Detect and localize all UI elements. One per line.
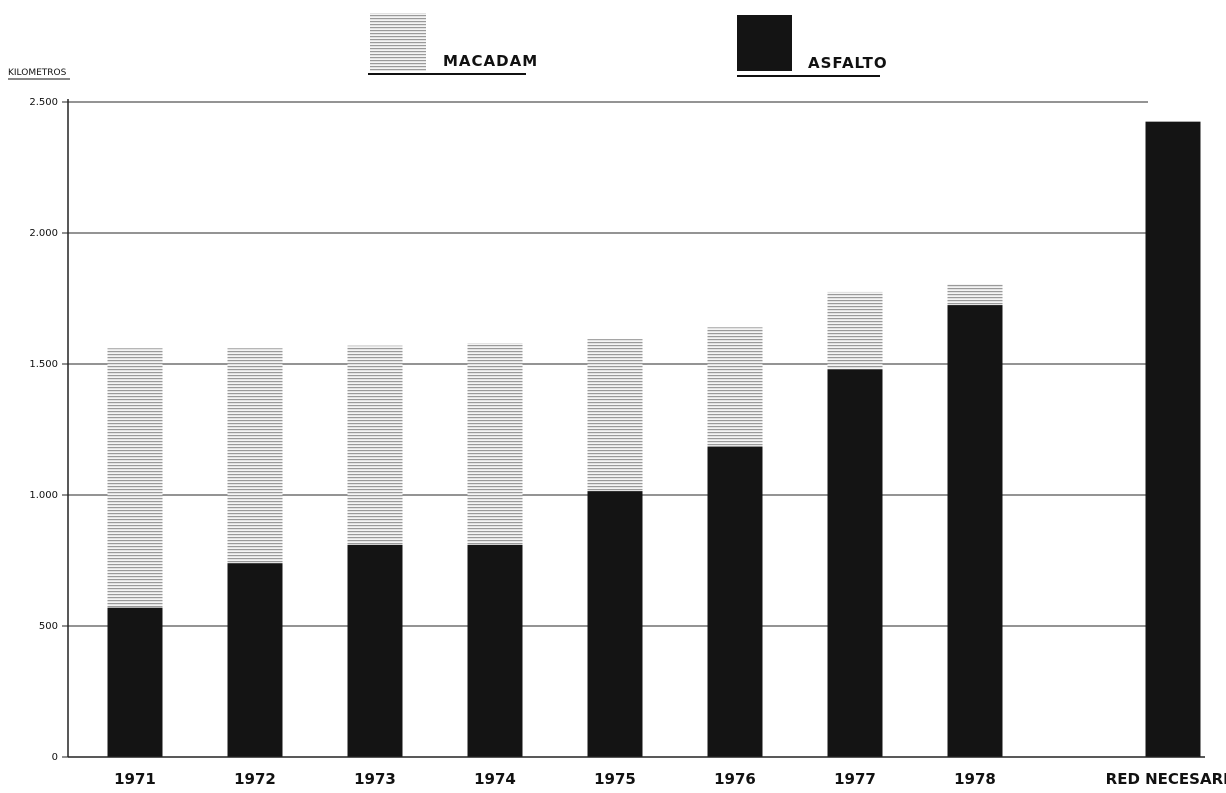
legend-swatch-asfalto [737, 15, 792, 71]
bar-asfalto-1976 [707, 446, 763, 757]
x-tick-label: RED NECESARIA [1106, 770, 1226, 788]
legend-label-asfalto: ASFALTO [808, 54, 888, 72]
bar-asfalto-1975 [587, 491, 643, 757]
bar-macadam-1974 [467, 343, 523, 545]
legend-swatch-macadam [370, 13, 426, 71]
bar-asfalto-1971 [107, 607, 163, 757]
y-tick-label: 1.500 [29, 359, 58, 370]
bar-macadam-1976 [707, 327, 763, 447]
legend-label-macadam: MACADAM [443, 52, 538, 70]
bar-macadam-1977 [827, 291, 883, 370]
x-tick-label: 1977 [834, 770, 876, 788]
bar-macadam-1971 [107, 348, 163, 608]
y-tick-label: 2.000 [29, 228, 58, 239]
y-tick-label: 2.500 [29, 97, 58, 108]
x-tick-label: 1972 [234, 770, 276, 788]
x-tick-label: 1973 [354, 770, 396, 788]
x-tick-label: 1974 [474, 770, 516, 788]
bar-macadam-1972 [227, 348, 283, 564]
bar-asfalto-red-necesaria [1145, 121, 1201, 757]
bar-macadam-1973 [347, 345, 403, 545]
bar-asfalto-1972 [227, 563, 283, 757]
bar-asfalto-1978 [947, 305, 1003, 757]
y-axis-ticks: 0 500 1.000 1.500 2.000 2.500 [29, 97, 68, 763]
bar-asfalto-1973 [347, 544, 403, 757]
y-tick-label: 1.000 [29, 490, 58, 501]
y-tick-label: 500 [39, 621, 58, 632]
legend: MACADAM ASFALTO [368, 13, 888, 77]
x-tick-label: 1976 [714, 770, 756, 788]
bars [107, 121, 1201, 757]
x-tick-label: 1978 [954, 770, 996, 788]
y-axis-label: KILOMETROS [8, 68, 67, 78]
y-tick-label: 0 [52, 752, 58, 763]
x-tick-label: 1971 [114, 770, 156, 788]
legend-item-asfalto: ASFALTO [737, 15, 888, 77]
bar-asfalto-1974 [467, 544, 523, 757]
bar-asfalto-1977 [827, 369, 883, 757]
bar-macadam-1975 [587, 339, 643, 492]
bar-macadam-1978 [947, 284, 1003, 306]
x-tick-label: 1975 [594, 770, 636, 788]
x-axis-labels: 1971 1972 1973 1974 1975 1976 1977 1978 RED NECE… [114, 770, 1226, 788]
legend-item-macadam: MACADAM [368, 13, 538, 75]
